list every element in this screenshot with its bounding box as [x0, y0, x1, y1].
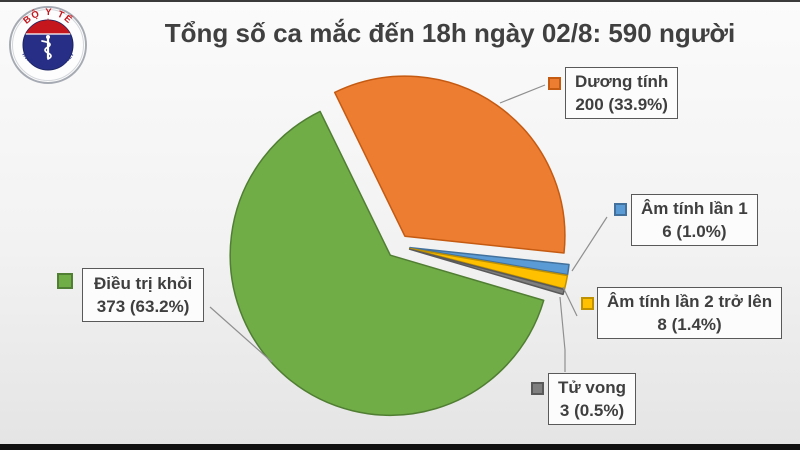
callout-am-tinh-lan-1: Âm tính lần 1 6 (1.0%) [631, 194, 758, 246]
legend-marker-duong-tinh [548, 77, 561, 90]
leader-line-duong-tinh [499, 84, 546, 104]
leader-line-am-tinh-lan-1 [571, 216, 608, 272]
legend-marker-tu-vong [531, 382, 544, 395]
legend-marker-am-tinh-lan-2-tro-len [581, 297, 594, 310]
callout-value: 200 (33.9%) [575, 95, 668, 114]
callout-label: Điều trị khỏi [94, 274, 193, 293]
callout-label: Dương tính [575, 72, 669, 91]
callout-duong-tinh: Dương tính 200 (33.9%) [565, 67, 679, 119]
pie-slice-duong-tinh [333, 75, 566, 254]
red-star-icon [43, 18, 53, 27]
caduceus-icon [41, 35, 52, 60]
callout-label: Tử vong [558, 378, 627, 397]
legend-marker-am-tinh-lan-1 [614, 203, 627, 216]
callout-dieu-tri-khoi: Điều trị khỏi 373 (63.2%) [82, 268, 205, 322]
leader-line-tu-vong [559, 296, 566, 372]
callout-label: Âm tính lần 1 [641, 199, 748, 218]
pie-slice-am-tinh-lan-1 [409, 246, 570, 276]
callout-am-tinh-lan-2-tro-len: Âm tính lần 2 trở lên 8 (1.4%) [597, 287, 783, 339]
leader-line-am-tinh-lan-2-tro-len [562, 286, 578, 317]
legend-marker-dieu-tri-khoi [57, 273, 73, 289]
logo-inner-ring [12, 9, 84, 81]
pie-slice-dieu-tri-khoi [229, 110, 545, 416]
bottom-bar [0, 444, 800, 450]
callout-value: 3 (0.5%) [559, 401, 625, 420]
callout-tu-vong: Tử vong 3 (0.5%) [548, 373, 637, 425]
callout-label: Âm tính lần 2 trở lên [607, 292, 773, 311]
ministry-of-health-logo: BỘ Y TẾ MINISTRY OF HEALTH [8, 4, 87, 84]
top-border [0, 0, 800, 2]
chart-title: Tổng số ca mắc đến 18h ngày 02/8: 590 ng… [164, 18, 736, 48]
callout-value: 6 (1.0%) [662, 222, 727, 241]
logo-red-band [25, 20, 71, 34]
callout-value: 373 (63.2%) [96, 297, 190, 316]
callout-value: 8 (1.4%) [657, 315, 722, 334]
leader-line-dieu-tri-khoi [209, 306, 273, 363]
